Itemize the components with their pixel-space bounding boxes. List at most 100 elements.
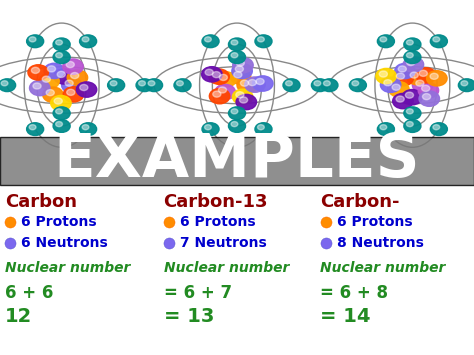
Circle shape (433, 37, 440, 42)
Text: 7 Neutrons: 7 Neutrons (180, 236, 267, 250)
Circle shape (53, 38, 70, 51)
Circle shape (202, 123, 219, 136)
Circle shape (76, 82, 97, 97)
Circle shape (248, 80, 256, 86)
Text: Nuclear number: Nuclear number (320, 261, 446, 275)
Circle shape (54, 69, 74, 84)
Circle shape (232, 89, 253, 104)
Circle shape (82, 125, 89, 130)
Circle shape (29, 37, 36, 42)
Circle shape (321, 79, 338, 92)
Circle shape (234, 72, 242, 78)
Circle shape (255, 123, 272, 136)
Circle shape (228, 107, 246, 120)
Text: 6 Protons: 6 Protons (337, 215, 412, 229)
Text: = 6 + 8: = 6 + 8 (320, 284, 388, 302)
Circle shape (412, 77, 433, 93)
Text: 8 Neutrons: 8 Neutrons (337, 236, 423, 250)
Circle shape (176, 81, 183, 86)
Text: 6 Protons: 6 Protons (21, 215, 97, 229)
FancyBboxPatch shape (0, 137, 474, 185)
Circle shape (427, 71, 447, 86)
Circle shape (233, 58, 253, 73)
Circle shape (402, 89, 422, 105)
Circle shape (228, 120, 246, 132)
Circle shape (55, 53, 63, 58)
Circle shape (29, 80, 50, 96)
Circle shape (39, 73, 59, 89)
Text: = 6 + 7: = 6 + 7 (164, 284, 232, 302)
Circle shape (54, 98, 62, 104)
Circle shape (228, 38, 246, 51)
Text: = 14: = 14 (320, 307, 371, 326)
Circle shape (62, 77, 82, 93)
Circle shape (63, 59, 83, 74)
Circle shape (80, 123, 97, 136)
Circle shape (396, 73, 404, 79)
Circle shape (53, 107, 70, 120)
Circle shape (377, 123, 394, 136)
Circle shape (33, 83, 41, 89)
Circle shape (231, 121, 238, 127)
Circle shape (419, 70, 428, 76)
Circle shape (458, 79, 474, 92)
Circle shape (237, 77, 257, 93)
Circle shape (406, 53, 413, 58)
Circle shape (67, 89, 75, 95)
Circle shape (416, 68, 436, 83)
Circle shape (53, 51, 70, 64)
Circle shape (174, 79, 191, 92)
Circle shape (27, 35, 44, 48)
Text: Carbon-13: Carbon-13 (164, 193, 268, 211)
Circle shape (80, 84, 88, 91)
Text: 6 Protons: 6 Protons (180, 215, 256, 229)
Circle shape (389, 82, 409, 97)
Circle shape (403, 57, 424, 72)
Circle shape (213, 91, 221, 97)
Circle shape (43, 87, 63, 102)
Circle shape (202, 35, 219, 48)
Circle shape (421, 85, 430, 92)
Circle shape (255, 35, 272, 48)
Circle shape (67, 70, 88, 85)
Text: Carbon: Carbon (5, 193, 77, 211)
Circle shape (377, 35, 394, 48)
Circle shape (433, 125, 440, 130)
Circle shape (236, 92, 244, 98)
Circle shape (245, 77, 265, 92)
Circle shape (283, 79, 300, 92)
Circle shape (31, 67, 39, 73)
Text: = 13: = 13 (164, 307, 214, 326)
Circle shape (349, 79, 366, 92)
Circle shape (212, 72, 220, 78)
Circle shape (65, 80, 73, 86)
Circle shape (285, 81, 292, 86)
Circle shape (396, 96, 404, 102)
Circle shape (257, 37, 264, 42)
Circle shape (63, 87, 84, 102)
Circle shape (27, 123, 44, 136)
Circle shape (240, 80, 248, 86)
Circle shape (392, 93, 413, 109)
Circle shape (395, 63, 415, 79)
Circle shape (55, 121, 63, 127)
Circle shape (422, 94, 431, 100)
Circle shape (42, 76, 50, 82)
Circle shape (461, 81, 468, 86)
Circle shape (236, 94, 256, 110)
Circle shape (405, 92, 413, 98)
Circle shape (416, 80, 424, 86)
Circle shape (380, 77, 401, 92)
Circle shape (44, 63, 64, 78)
Circle shape (235, 66, 244, 72)
Circle shape (380, 125, 387, 130)
Circle shape (311, 79, 328, 92)
Circle shape (404, 120, 421, 132)
Circle shape (230, 69, 251, 84)
Circle shape (407, 59, 415, 66)
Circle shape (53, 120, 70, 132)
Circle shape (209, 69, 229, 84)
Text: Nuclear number: Nuclear number (5, 261, 130, 275)
Text: 6 + 6: 6 + 6 (5, 284, 53, 302)
Circle shape (205, 125, 211, 130)
